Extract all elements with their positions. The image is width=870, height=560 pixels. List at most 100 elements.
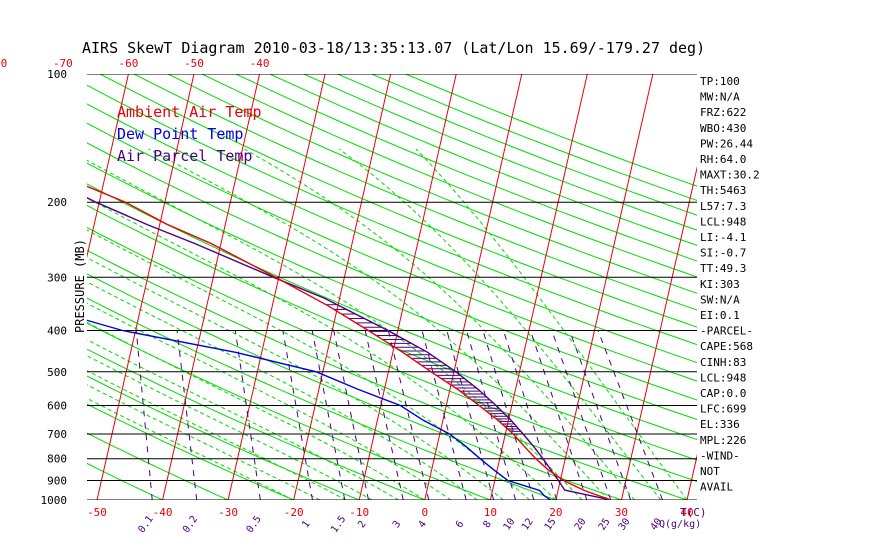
index-entry: PW:26.44 — [700, 137, 753, 150]
dry-adiabat-line — [201, 74, 697, 278]
dry-adiabat-line — [87, 183, 697, 441]
dry-adiabat-line — [87, 226, 697, 483]
mixing-ratio-line — [421, 330, 467, 500]
dry-adiabat-line — [167, 74, 697, 294]
pressure-tick-label: 700 — [47, 428, 67, 441]
dry-adiabat-line — [87, 142, 697, 401]
index-entry: SW:N/A — [700, 293, 740, 306]
dry-adiabat-line — [87, 403, 294, 500]
moist-adiabat-line — [338, 148, 662, 500]
dry-adiabat-line — [87, 297, 557, 500]
series-line-dew-point-temp — [87, 319, 551, 500]
mixing-ratio-label: 20 — [573, 516, 589, 532]
dry-adiabat-line — [87, 462, 163, 500]
bottom-temp-label: 40 — [680, 506, 693, 519]
dry-adiabat-line — [87, 432, 229, 500]
top-temp-label: -40 — [250, 57, 270, 70]
mixing-ratio-label: 10 — [502, 516, 518, 532]
index-entry: SI:-0.7 — [700, 247, 746, 260]
mixing-ratio-line — [333, 330, 370, 500]
dry-adiabat-line — [87, 162, 697, 421]
pressure-tick-label: 1000 — [41, 494, 68, 507]
pressure-tick-label: 400 — [47, 324, 67, 337]
pressure-tick-label: 800 — [47, 453, 67, 466]
isotherm-line — [620, 165, 697, 500]
mixing-ratio-label: 3 — [391, 519, 403, 530]
mixing-ratio-label: 0.2 — [181, 514, 200, 535]
moist-adiabat-line — [87, 339, 399, 500]
moist-adiabat-line — [87, 197, 557, 500]
index-entry: TP:100 — [700, 75, 740, 88]
isotherm-line — [96, 74, 195, 500]
top-temp-label: -80 — [0, 57, 7, 70]
pressure-tick-labels: 100 200 300 400 500 600 700 800 900 1000 — [41, 68, 68, 507]
mixing-ratio-line — [446, 330, 495, 500]
moist-adiabat-line — [87, 302, 452, 500]
mixing-ratio-labels: 0.1 0.2 0.5 1 1.5 2 3 4 6 8 10 12 15 20 25 30 40 — [136, 514, 664, 535]
series-line-ambient-air-temp — [87, 185, 612, 500]
moist-adiabats — [87, 148, 688, 500]
moist-adiabat-line — [87, 281, 478, 500]
index-entry: WBO:430 — [700, 122, 746, 135]
index-entry: LCL:948 — [700, 215, 746, 228]
mixing-ratio-label: 4 — [417, 519, 429, 530]
index-entry: -WIND- — [700, 449, 740, 462]
mixing-ratio-line — [311, 330, 346, 500]
mixing-ratio-label: 25 — [597, 516, 613, 532]
mixing-ratio-line — [482, 330, 535, 500]
dry-adiabat-line — [269, 74, 697, 246]
mixing-ratio-label: 0.5 — [245, 514, 264, 535]
index-entry: CAPE:568 — [700, 340, 753, 353]
dry-adiabat-line — [87, 103, 697, 364]
dry-adiabat-line — [87, 273, 622, 500]
bottom-temp-label: -20 — [284, 506, 304, 519]
moist-adiabat-line — [87, 159, 583, 500]
bottom-temp-label: 30 — [615, 506, 628, 519]
y-axis-label: PRESSURE (MB) — [73, 239, 87, 333]
top-temp-label: -60 — [119, 57, 139, 70]
bottom-temp-label: 10 — [484, 506, 497, 519]
moist-adiabat-line — [148, 148, 609, 500]
grid-lines — [87, 74, 870, 500]
top-temperature-labels: -120-110-100-90-80-70-60-50-40 — [0, 57, 269, 70]
mixing-ratio-label: 8 — [481, 519, 493, 530]
mixing-ratio-lines — [135, 330, 664, 500]
sounding-profiles — [87, 185, 612, 500]
mixing-ratio-label: 6 — [454, 519, 466, 530]
dry-adiabat-line — [337, 74, 697, 216]
isotherm-line — [555, 74, 654, 500]
cape-hatching — [326, 304, 521, 432]
bottom-temp-label: -50 — [87, 506, 107, 519]
dry-adiabat-line — [87, 249, 688, 500]
dry-adiabat-line — [371, 74, 697, 202]
index-entry: EL:336 — [700, 418, 740, 431]
pressure-tick-label: 600 — [47, 399, 67, 412]
index-entry: TH:5463 — [700, 184, 746, 197]
mixing-ratio-line — [502, 330, 558, 500]
index-entry: TT:49.3 — [700, 262, 746, 275]
bottom-temperature-labels: -50 -40 -30 -20 -10 0 10 20 30 40 — [87, 506, 694, 519]
pressure-tick-label: 300 — [47, 271, 67, 284]
dry-adiabat-line — [235, 74, 697, 262]
dry-adiabat-line — [87, 204, 697, 461]
index-entry: AVAIL — [700, 481, 733, 494]
index-entry: KI:303 — [700, 278, 740, 291]
mixing-ratio-line — [597, 330, 664, 500]
mixing-ratio-label: 1 — [300, 519, 312, 530]
mixing-ratio-line — [529, 330, 588, 500]
dry-adiabat-line — [133, 74, 697, 311]
mixing-ratio-line — [387, 330, 430, 500]
index-entry: RH:64.0 — [700, 153, 746, 166]
isobars — [87, 74, 697, 500]
moist-adiabat-line — [244, 148, 635, 500]
isotherm-line — [818, 74, 870, 500]
bottom-temp-label: 0 — [421, 506, 428, 519]
index-entry: MPL:226 — [700, 434, 746, 447]
mixing-ratio-unit: Q(g/kg) — [659, 519, 701, 530]
dry-adiabat-line — [87, 322, 491, 500]
mixing-ratio-line — [364, 330, 404, 500]
index-entry: MAXT:30.2 — [700, 169, 760, 182]
moist-adiabat-line — [87, 397, 294, 500]
isotherm-line — [753, 74, 850, 500]
